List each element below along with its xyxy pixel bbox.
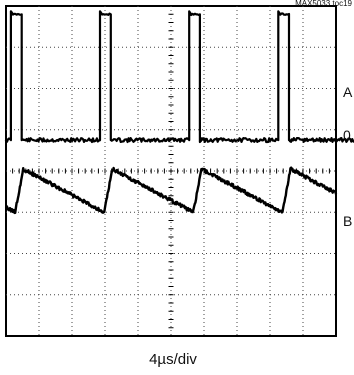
trace-a-zero-label: 0 xyxy=(343,127,351,143)
trace-b xyxy=(4,166,338,215)
trace-a-label: A xyxy=(343,84,353,100)
grid xyxy=(6,6,336,336)
x-axis-label: 4µs/div xyxy=(149,351,197,368)
trace-b-label: B xyxy=(343,213,352,229)
traces xyxy=(4,10,354,215)
figure-id: MAX5033 toc19 xyxy=(295,0,352,8)
trace-a xyxy=(4,10,354,144)
